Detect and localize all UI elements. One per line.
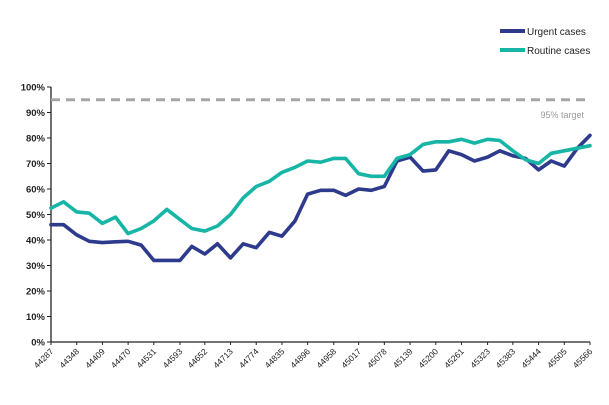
x-tick-label: 44409 — [83, 346, 107, 370]
y-axis: 0% 10% 20% 30% 40% 50% 60% 70% 80% 90% 100% — [21, 83, 52, 349]
x-tick-label: 45078 — [365, 346, 389, 370]
x-tick-label: 45261 — [442, 346, 466, 370]
x-tick-label: 44470 — [109, 346, 133, 370]
x-tick-label: 44287 — [32, 346, 56, 370]
x-tick-label: 44713 — [211, 346, 235, 370]
x-tick-label: 45200 — [416, 346, 440, 370]
target-group: 95% target — [51, 98, 590, 120]
x-axis: 44287 44348 44409 44470 44531 44593 44652 44713… — [32, 341, 595, 370]
x-tick-label: 44531 — [134, 346, 158, 370]
series-line-routine — [49, 137, 592, 236]
x-tick-label: 44896 — [288, 346, 312, 370]
target-label: 95% target — [540, 110, 584, 120]
x-tick-label: 45383 — [494, 346, 518, 370]
y-tick-label: 20% — [26, 287, 46, 298]
y-tick-label: 90% — [26, 108, 46, 119]
x-tick-label: 44774 — [237, 346, 261, 370]
x-tick-label: 45444 — [519, 346, 543, 370]
legend-label-urgent: Urgent cases — [527, 27, 586, 38]
x-tick-label: 45566 — [571, 346, 595, 370]
y-tick-label: 10% — [26, 312, 46, 323]
legend-label-routine: Routine cases — [527, 46, 590, 57]
y-tick-label: 70% — [26, 159, 46, 170]
legend: Urgent cases Routine cases — [500, 27, 590, 57]
x-tick-label: 45139 — [391, 346, 415, 370]
x-tick-label: 45017 — [339, 346, 363, 370]
y-tick-label: 50% — [26, 210, 46, 221]
x-tick-label: 44348 — [57, 346, 81, 370]
x-tick-label: 45323 — [468, 346, 492, 370]
y-tick-label: 0% — [31, 338, 45, 349]
series-group — [49, 133, 592, 263]
x-tick-label: 45505 — [545, 346, 569, 370]
y-tick-label: 60% — [26, 185, 46, 196]
x-tick-label: 44652 — [185, 346, 209, 370]
y-tick-label: 80% — [26, 134, 46, 145]
y-tick-label: 30% — [26, 261, 46, 272]
x-tick-label: 44593 — [161, 346, 185, 370]
y-tick-label: 100% — [21, 83, 46, 94]
x-tick-label: 44958 — [314, 346, 338, 370]
series-line-urgent — [49, 133, 592, 263]
y-tick-label: 40% — [26, 236, 46, 247]
x-tick-label: 44835 — [263, 346, 287, 370]
